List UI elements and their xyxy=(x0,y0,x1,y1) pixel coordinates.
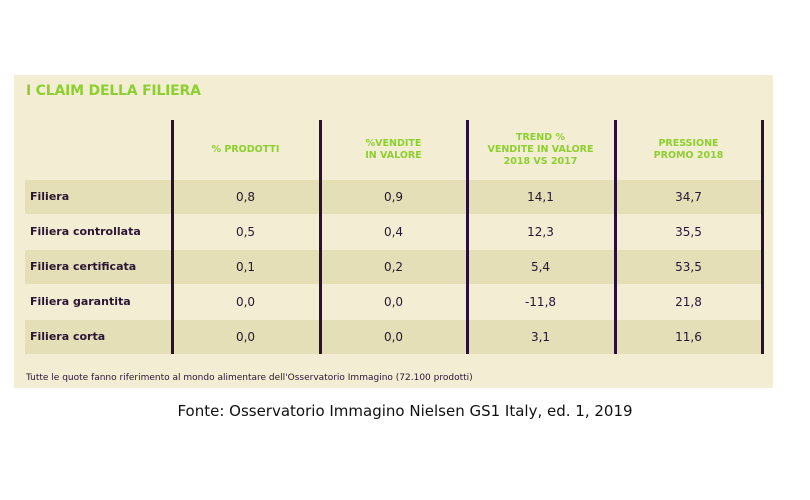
table-cell: 3,1 xyxy=(530,330,551,344)
table-row: Filiera 0,8 0,9 14,1 34,7 xyxy=(25,180,762,214)
table-cell: 0,9 xyxy=(383,190,404,204)
row-label: Filiera certificata xyxy=(30,260,137,273)
table-cell: 0,2 xyxy=(383,260,404,274)
source-caption: Fonte: Osservatorio Immagino Nielsen GS1… xyxy=(177,402,633,420)
table-title: I CLAIM DELLA FILIERA xyxy=(26,83,201,99)
table-cell: 0,4 xyxy=(383,225,404,239)
table-row: Filiera corta 0,0 0,0 3,1 11,6 xyxy=(25,320,762,354)
row-label: Filiera xyxy=(30,190,70,203)
column-divider xyxy=(466,120,469,354)
table-cell: 34,7 xyxy=(675,190,702,204)
column-header: %VENDITE IN VALORE xyxy=(365,138,422,161)
row-label: Filiera garantita xyxy=(30,295,131,308)
table-cell: 0,8 xyxy=(235,190,256,204)
table-row: Filiera controllata 0,5 0,4 12,3 35,5 xyxy=(25,215,762,249)
column-divider xyxy=(614,120,617,354)
table-row: Filiera garantita 0,0 0,0 -11,8 21,8 xyxy=(25,285,762,319)
table-cell: 53,5 xyxy=(675,260,702,274)
table-cell: 0,0 xyxy=(235,330,256,344)
column-divider xyxy=(319,120,322,354)
table-note: Tutte le quote fanno riferimento al mond… xyxy=(26,373,473,383)
column-header: PRESSIONE PROMO 2018 xyxy=(653,138,724,161)
table-cell: 5,4 xyxy=(530,260,551,274)
table-cell: 0,1 xyxy=(235,260,256,274)
table-cell: -11,8 xyxy=(524,295,557,309)
table-cell: 35,5 xyxy=(675,225,702,239)
table-cell: 21,8 xyxy=(675,295,702,309)
table-cell: 0,0 xyxy=(383,330,404,344)
table-cell: 0,5 xyxy=(235,225,256,239)
column-header: % PRODOTTI xyxy=(211,144,280,155)
table-cell: 14,1 xyxy=(527,190,554,204)
table-cell: 11,6 xyxy=(675,330,702,344)
row-label: Filiera controllata xyxy=(30,225,141,238)
table-cell: 12,3 xyxy=(527,225,554,239)
column-header: TREND % VENDITE IN VALORE 2018 VS 2017 xyxy=(487,132,594,167)
table-row: Filiera certificata 0,1 0,2 5,4 53,5 xyxy=(25,250,762,284)
column-divider xyxy=(171,120,174,354)
table-panel: I CLAIM DELLA FILIERA % PRODOTTI %VENDITE… xyxy=(14,75,773,388)
row-label: Filiera corta xyxy=(30,330,106,343)
table-cell: 0,0 xyxy=(383,295,404,309)
column-divider xyxy=(761,120,764,354)
table-cell: 0,0 xyxy=(235,295,256,309)
